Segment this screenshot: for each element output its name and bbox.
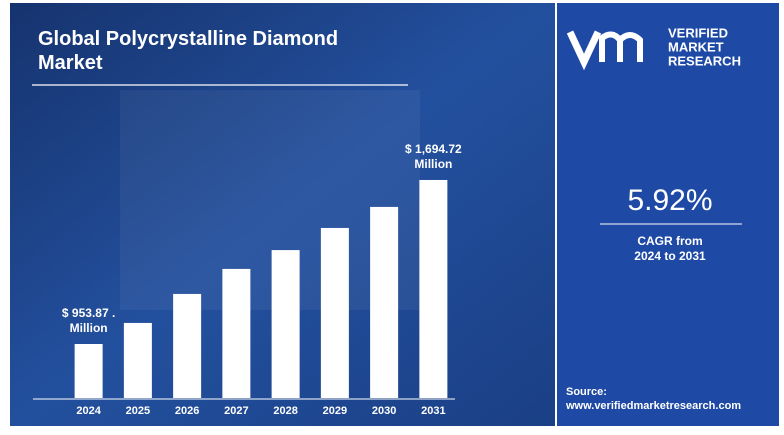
value-label: $ 1,694.72 Million <box>405 142 462 171</box>
x-tick-label: 2028 <box>273 405 297 417</box>
chart-title: Global Polycrystalline Diamond Market <box>38 28 338 74</box>
bar <box>74 344 103 398</box>
bar <box>222 268 251 398</box>
logo-text: MARKET <box>668 39 724 54</box>
x-tick-label: 2029 <box>323 405 347 417</box>
cagr-label: CAGR from 2024 to 2031 <box>634 234 706 263</box>
logo-text: VERIFIED <box>668 25 728 40</box>
logo-mark <box>566 30 602 71</box>
logo: VERIFIED MARKET RESEARCH <box>566 25 741 71</box>
logo-mark <box>599 31 643 62</box>
bar <box>370 206 399 398</box>
bar <box>271 250 300 398</box>
x-tick-label: 2030 <box>372 405 396 417</box>
bar <box>123 322 152 398</box>
logo-text: RESEARCH <box>668 53 741 68</box>
source-url: www.verifiedmarketresearch.com <box>565 400 741 412</box>
x-tick-label: 2027 <box>224 405 248 417</box>
x-tick-label: 2031 <box>421 405 445 417</box>
photo-overlay <box>120 90 420 310</box>
cagr-value: 5.92% <box>627 184 712 217</box>
x-tick-label: 2025 <box>126 405 150 417</box>
value-label: $ 953.87 . Million <box>62 306 115 335</box>
source-label: Source: <box>566 386 607 398</box>
x-tick-label: 2026 <box>175 405 199 417</box>
side-panel <box>557 3 779 426</box>
bar <box>173 293 202 398</box>
x-tick-label: 2024 <box>76 405 101 417</box>
bar <box>320 227 349 398</box>
bar <box>419 179 448 398</box>
